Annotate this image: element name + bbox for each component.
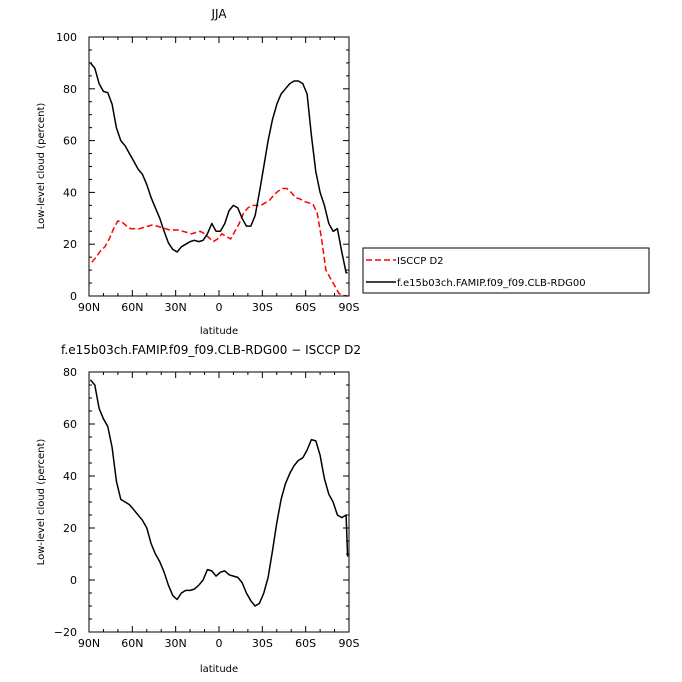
top-series-model-line bbox=[89, 62, 348, 274]
top-x-tick-label: 90S bbox=[339, 301, 360, 314]
legend-label-obs: ISCCP D2 bbox=[397, 256, 444, 267]
top-y-tick-label: 40 bbox=[63, 186, 77, 199]
bottom-x-tick-label: 90S bbox=[339, 637, 360, 650]
top-y-tick-label: 60 bbox=[63, 135, 77, 148]
bottom-x-tick-label: 90N bbox=[78, 637, 100, 650]
bottom-x-tick-label: 60S bbox=[295, 637, 316, 650]
bottom-panel-xlabel: latitude bbox=[200, 664, 238, 675]
top-y-tick-label: 0 bbox=[70, 290, 77, 303]
top-panel-ylabel: Low-level cloud (percent) bbox=[36, 103, 47, 230]
top-x-tick-label: 60S bbox=[295, 301, 316, 314]
top-y-tick-label: 80 bbox=[63, 83, 77, 96]
top-panel-title: JJA bbox=[210, 7, 227, 21]
legend: ISCCP D2 f.e15b03ch.FAMIP.f09_f09.CLB-RD… bbox=[362, 247, 650, 294]
top-x-tick-label: 0 bbox=[216, 301, 223, 314]
top-x-tick-label: 90N bbox=[78, 301, 100, 314]
bottom-y-tick-label: 0 bbox=[70, 574, 77, 587]
bottom-series-model-line bbox=[89, 379, 349, 607]
legend-box bbox=[362, 247, 650, 294]
top-panel-ticks bbox=[88, 36, 350, 297]
bottom-x-tick-label: 30S bbox=[252, 637, 273, 650]
top-panel-series bbox=[89, 62, 348, 297]
top-panel: JJA 90N 60N 30N 0 30S 60S 90S 0 20 40 60 80 100 lati… bbox=[36, 7, 360, 337]
legend-label-model: f.e15b03ch.FAMIP.f09_f09.CLB-RDG00 bbox=[397, 278, 586, 289]
top-series-isccp-line bbox=[91, 187, 348, 297]
top-x-tick-label: 30S bbox=[252, 301, 273, 314]
bottom-panel-title: f.e15b03ch.FAMIP.f09_f09.CLB-RDG00 − ISC… bbox=[61, 343, 361, 357]
bottom-y-tick-label: −20 bbox=[54, 626, 77, 639]
top-panel-tick-labels: 90N 60N 30N 0 30S 60S 90S 0 20 40 60 80 100 bbox=[56, 31, 360, 314]
bottom-panel-tick-labels: 90N 60N 30N 0 30S 60S 90S −20 0 20 40 60 80 bbox=[54, 366, 360, 650]
bottom-y-tick-label: 20 bbox=[63, 522, 77, 535]
top-panel-frame bbox=[88, 36, 350, 297]
bottom-panel-ticks bbox=[88, 371, 350, 633]
top-x-tick-label: 30N bbox=[165, 301, 187, 314]
bottom-panel-series bbox=[89, 379, 349, 607]
bottom-x-tick-label: 30N bbox=[165, 637, 187, 650]
top-y-tick-label: 20 bbox=[63, 238, 77, 251]
bottom-y-tick-label: 80 bbox=[63, 366, 77, 379]
bottom-y-tick-label: 60 bbox=[63, 418, 77, 431]
bottom-x-tick-label: 60N bbox=[121, 637, 143, 650]
top-panel-xlabel: latitude bbox=[200, 326, 238, 337]
bottom-panel-frame bbox=[88, 371, 350, 633]
top-x-tick-label: 60N bbox=[121, 301, 143, 314]
bottom-panel: f.e15b03ch.FAMIP.f09_f09.CLB-RDG00 − ISC… bbox=[36, 343, 361, 675]
bottom-x-tick-label: 0 bbox=[216, 637, 223, 650]
top-y-tick-label: 100 bbox=[56, 31, 77, 44]
bottom-panel-ylabel: Low-level cloud (percent) bbox=[36, 439, 47, 566]
bottom-y-tick-label: 40 bbox=[63, 470, 77, 483]
